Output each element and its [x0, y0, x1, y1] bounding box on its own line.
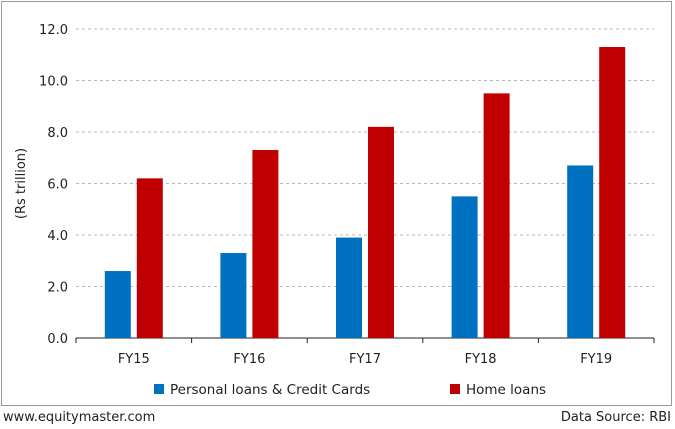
bar-personal-loans-fy15 — [104, 271, 131, 338]
x-tick-label: FY15 — [118, 352, 150, 367]
bar-home-loans-fy17 — [368, 126, 394, 338]
y-tick-label: 10.0 — [39, 75, 68, 90]
legend-swatch-personal-loans — [154, 384, 164, 394]
data-source: Data Source: RBI — [560, 410, 671, 425]
y-tick-label: 4.0 — [47, 229, 68, 244]
y-tick-label: 0.0 — [47, 332, 68, 347]
bar-home-loans-fy16 — [252, 150, 279, 338]
y-tick-label: 2.0 — [47, 281, 68, 296]
x-tick-label: FY19 — [580, 352, 612, 367]
legend-label-personal-loans: Personal loans & Credit Cards — [170, 382, 370, 398]
y-axis-title: (Rs trillion) — [14, 148, 29, 219]
x-tick-label: FY18 — [465, 352, 497, 367]
bar-personal-loans-fy18 — [451, 196, 478, 338]
bar-personal-loans-fy19 — [567, 165, 594, 338]
legend-label-home-loans: Home loans — [466, 382, 546, 398]
bar-chart: 0.0 2.0 4.0 6.0 8.0 10.0 12.0 FY15 FY16 FY17 FY18 F… — [14, 23, 655, 398]
y-tick-label: 8.0 — [47, 126, 68, 141]
bar-home-loans-fy15 — [136, 178, 163, 338]
website-credit: www.equitymaster.com — [3, 410, 156, 425]
x-tick-label: FY16 — [233, 352, 265, 367]
bar-home-loans-fy19 — [599, 47, 626, 339]
y-tick-label: 12.0 — [39, 23, 68, 38]
bar-personal-loans-fy17 — [336, 237, 362, 338]
bar-home-loans-fy18 — [483, 93, 510, 338]
chart-frame: 0.0 2.0 4.0 6.0 8.0 10.0 12.0 FY15 FY16 FY17 FY18 F… — [1, 1, 672, 406]
bar-personal-loans-fy16 — [220, 253, 247, 338]
y-tick-label: 6.0 — [47, 178, 68, 193]
legend-swatch-home-loans — [450, 384, 460, 394]
x-tick-label: FY17 — [349, 352, 381, 367]
